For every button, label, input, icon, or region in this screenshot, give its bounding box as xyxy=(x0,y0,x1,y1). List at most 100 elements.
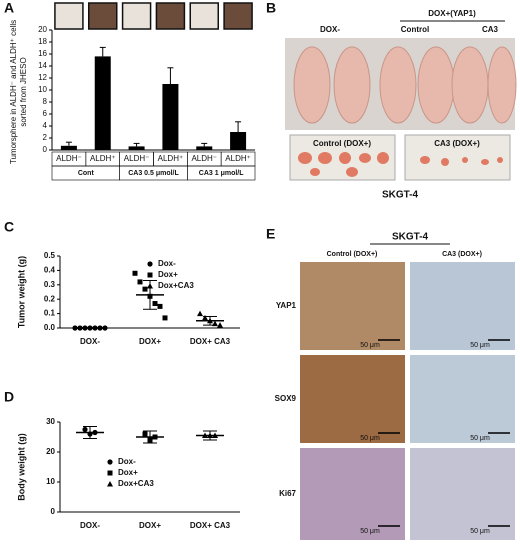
legend-marker xyxy=(147,272,153,278)
x-tick-label: DOX+ xyxy=(139,337,161,346)
x-tick-label: DOX+ xyxy=(139,521,161,530)
y-tick-label: 10 xyxy=(46,477,55,486)
label: CA3 xyxy=(482,25,499,34)
thumbnail xyxy=(189,2,219,30)
label: CA3 (DOX+) xyxy=(434,139,480,148)
bar xyxy=(230,132,247,150)
legend-marker xyxy=(107,470,113,476)
y-tick-label: 8 xyxy=(43,97,48,106)
y-tick-label: 4 xyxy=(43,121,48,130)
y-tick-label: 16 xyxy=(38,49,47,58)
y-tick-label: 12 xyxy=(38,73,47,82)
y-axis-label: Tumorsphere in ALDH⁻ and ALDH⁺ cells xyxy=(9,20,18,164)
thumbnail xyxy=(88,2,118,30)
bar xyxy=(60,145,77,150)
legend-label: Dox- xyxy=(158,259,176,268)
scale-label: 50 μm xyxy=(360,528,380,535)
y-tick-label: 0.5 xyxy=(44,251,56,260)
panel-label: A xyxy=(4,0,14,16)
y-tick-label: 20 xyxy=(38,25,47,34)
point xyxy=(142,431,148,437)
bar xyxy=(94,56,111,150)
group-cell xyxy=(187,165,256,181)
group-label: CA3 0.5 μmol/L xyxy=(128,170,179,177)
legend-label: Dox+CA3 xyxy=(118,479,154,488)
panel-label: B xyxy=(266,0,276,16)
micrographs xyxy=(300,262,515,540)
y-tick-label: 14 xyxy=(38,61,47,70)
label: SKGT-4 xyxy=(382,190,419,201)
point xyxy=(152,301,158,307)
legend-marker xyxy=(107,459,113,465)
label: SKGT-4 xyxy=(392,232,429,243)
y-tick-label: 0.1 xyxy=(44,309,56,318)
point xyxy=(137,279,143,285)
panel-label: E xyxy=(266,226,275,242)
legend-marker xyxy=(147,283,153,289)
x-tick-label: DOX+ CA3 xyxy=(190,337,231,346)
panel-label: D xyxy=(4,389,14,405)
label: SOX9 xyxy=(275,394,297,403)
thumbnail xyxy=(121,2,152,30)
point xyxy=(102,325,108,331)
group-label: Cont xyxy=(78,170,95,177)
point xyxy=(197,310,203,317)
point xyxy=(72,325,78,331)
y-tick-label: 18 xyxy=(38,37,47,46)
x-tick-label: ALDH⁻ xyxy=(124,154,150,163)
y-tick-label: 6 xyxy=(43,109,48,118)
y-tick-label: 10 xyxy=(38,85,47,94)
bar xyxy=(128,146,145,150)
scale-label: 50 μm xyxy=(470,528,490,535)
x-tick-label: ALDH⁻ xyxy=(56,154,82,163)
legend-label: Dox- xyxy=(118,457,136,466)
label: Control (DOX+) xyxy=(327,251,378,258)
point xyxy=(132,270,138,276)
x-tick-label: ALDH⁺ xyxy=(158,154,184,163)
label: DOX+(YAP1) xyxy=(428,9,476,18)
label: Control (DOX+) xyxy=(313,139,371,148)
y-tick-label: 0 xyxy=(51,507,56,516)
scale-label: 50 μm xyxy=(470,435,490,442)
y-tick-label: 20 xyxy=(46,447,55,456)
label: Control xyxy=(401,25,429,34)
x-tick-label: ALDH⁺ xyxy=(90,154,116,163)
thumbnail xyxy=(54,2,84,30)
x-tick-label: DOX- xyxy=(80,337,100,346)
y-tick-label: 2 xyxy=(43,133,48,142)
legend-label: Dox+CA3 xyxy=(158,281,194,290)
y-tick-label: 30 xyxy=(46,417,55,426)
x-tick-label: ALDH⁻ xyxy=(191,154,217,163)
mice xyxy=(293,46,517,124)
bar xyxy=(196,146,213,150)
y-tick-label: 0 xyxy=(43,145,48,154)
y-tick-label: 0.2 xyxy=(44,294,56,303)
bar xyxy=(162,84,179,150)
point xyxy=(157,303,163,309)
tumors xyxy=(298,152,503,177)
thumbnail xyxy=(155,2,186,30)
scale-label: 50 μm xyxy=(360,435,380,442)
label: Ki67 xyxy=(279,489,296,498)
x-tick-label: DOX- xyxy=(80,521,100,530)
texts: A B C D E DOX- DOX+(YAP1) Control CA3 Co… xyxy=(4,0,499,498)
thumbnail xyxy=(223,2,253,30)
x-tick-label: ALDH⁺ xyxy=(225,154,251,163)
scale-label: 50 μm xyxy=(470,342,490,349)
y-tick-label: 0.0 xyxy=(44,323,56,332)
legend-label: Dox+ xyxy=(118,468,138,477)
label: CA3 (DOX+) xyxy=(442,251,482,258)
legend-marker xyxy=(107,481,113,487)
y-axis-label: Body weight (g) xyxy=(16,433,26,501)
scale-label: 50 μm xyxy=(360,342,380,349)
legend-label: Dox+ xyxy=(158,270,178,279)
point xyxy=(202,314,208,321)
point xyxy=(217,322,223,328)
x-tick-label: DOX+ CA3 xyxy=(190,521,231,530)
legend-marker xyxy=(147,261,153,267)
point xyxy=(82,426,88,433)
point xyxy=(142,286,148,292)
label: DOX- xyxy=(320,25,340,34)
point xyxy=(162,315,168,321)
